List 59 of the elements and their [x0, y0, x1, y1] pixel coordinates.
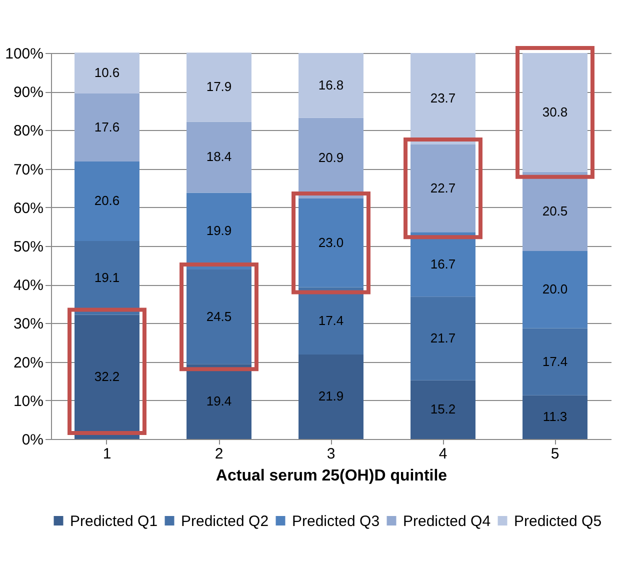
- legend-label: Predicted Q1: [70, 512, 158, 530]
- bar: [186, 122, 252, 193]
- y-tick-label: 100%: [5, 46, 44, 62]
- legend-label: Predicted Q4: [403, 512, 491, 530]
- data-label: 23.7: [430, 90, 456, 106]
- bar: [74, 52, 140, 94]
- y-tick-label: 50%: [13, 238, 44, 256]
- x-tick-label: 4: [438, 446, 448, 462]
- data-label: 16.8: [318, 77, 344, 92]
- data-label: 22.7: [430, 180, 456, 196]
- y-tick-label: 40%: [13, 277, 44, 294]
- data-label: 20.9: [318, 150, 344, 166]
- x-tick-label: 5: [550, 446, 560, 462]
- data-label: 32.2: [94, 368, 120, 384]
- legend-label: Predicted Q5: [514, 512, 602, 530]
- data-label: 23.0: [318, 234, 344, 250]
- y-tick-label: 0%: [22, 432, 44, 448]
- bar: [186, 52, 252, 122]
- data-label: 17.4: [318, 312, 344, 328]
- y-tick-label: 70%: [13, 161, 44, 178]
- data-label: 11.3: [542, 409, 568, 424]
- y-tick-label: 30%: [13, 316, 44, 333]
- data-label: 19.1: [94, 270, 120, 285]
- data-label: 10.6: [94, 65, 120, 80]
- y-tick-label: 10%: [13, 392, 44, 410]
- data-label: 17.9: [206, 79, 232, 94]
- data-label: 15.2: [430, 402, 456, 417]
- y-tick-label: 80%: [13, 122, 44, 140]
- data-label: 19.4: [206, 394, 232, 409]
- bar: [410, 296, 476, 380]
- data-label: 19.9: [206, 223, 232, 238]
- x-tick-label: 2: [214, 446, 224, 462]
- data-label: 16.7: [430, 256, 456, 272]
- y-tick-label: 90%: [13, 84, 44, 102]
- data-label: 30.8: [542, 104, 568, 120]
- bar: [410, 380, 476, 439]
- bar: [522, 251, 588, 328]
- x-tick-label: 3: [326, 446, 336, 462]
- data-label: 21.7: [430, 330, 456, 346]
- bar: [74, 94, 140, 162]
- data-label: 21.9: [318, 388, 344, 404]
- data-label: 20.6: [94, 193, 120, 208]
- data-label: 20.0: [542, 282, 568, 297]
- data-label: 20.5: [542, 203, 568, 218]
- data-label: 17.4: [542, 354, 568, 369]
- y-tick-label: 20%: [13, 354, 44, 372]
- bar: [74, 161, 140, 241]
- legend-label: Predicted Q2: [181, 512, 269, 530]
- bar: [298, 53, 364, 118]
- y-tick-label: 60%: [13, 200, 44, 217]
- bar: [522, 328, 588, 396]
- legend-label: Predicted Q3: [292, 512, 380, 530]
- x-tick-label: 1: [102, 446, 112, 462]
- x-axis-title: Actual serum 25(OH)D quintile: [216, 468, 448, 484]
- data-label: 24.5: [206, 308, 232, 324]
- bar: [298, 354, 364, 439]
- data-label: 17.6: [94, 120, 120, 134]
- bar: [522, 395, 588, 439]
- data-label: 18.4: [206, 149, 232, 164]
